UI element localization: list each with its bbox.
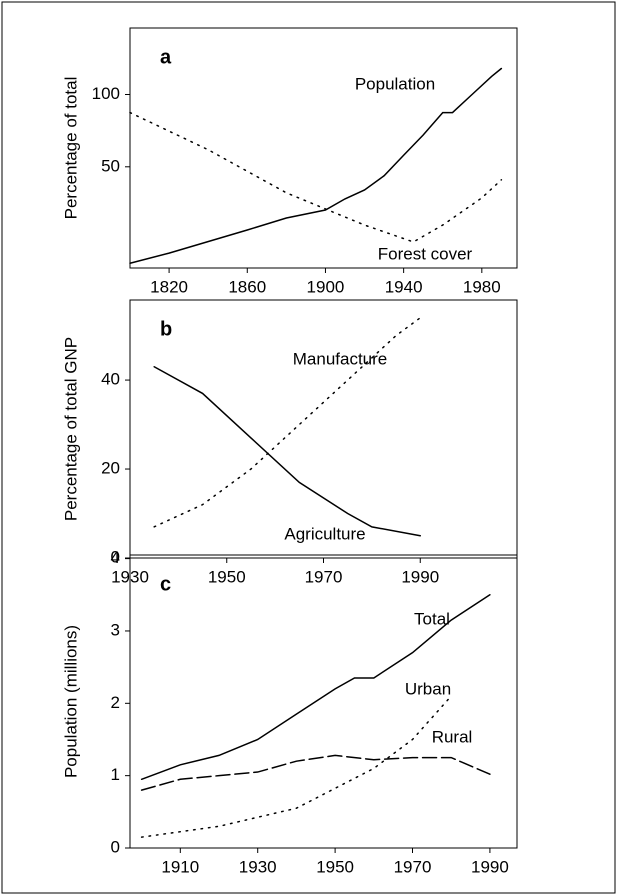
- y-axis-label: Population (millions): [61, 625, 80, 778]
- series-label: Population: [355, 74, 435, 93]
- series-label: Rural: [432, 727, 473, 746]
- x-tick-label: 1910: [161, 857, 199, 876]
- y-tick-label: 3: [111, 620, 120, 639]
- x-tick-label: 1950: [208, 567, 246, 586]
- y-tick-label: 100: [92, 84, 120, 103]
- y-tick-label: 2: [111, 693, 120, 712]
- panel-label: b: [160, 318, 172, 340]
- panel-label: c: [160, 573, 171, 595]
- series-label: Forest cover: [378, 244, 473, 263]
- series-line: [129, 111, 503, 243]
- x-tick-label: 1980: [463, 277, 501, 296]
- x-tick-label: 1860: [228, 277, 266, 296]
- series-label: Agriculture: [284, 524, 365, 543]
- x-tick-label: 1970: [305, 567, 343, 586]
- series-label: Urban: [405, 679, 451, 698]
- x-tick-label: 1900: [307, 277, 345, 296]
- y-tick-label: 20: [101, 459, 120, 478]
- x-tick-label: 1950: [316, 857, 354, 876]
- y-tick-label: 0: [111, 837, 120, 856]
- y-tick-label: 50: [101, 156, 120, 175]
- x-tick-label: 1930: [239, 857, 277, 876]
- y-tick-label: 0: [111, 547, 120, 566]
- x-tick-label: 1990: [471, 857, 509, 876]
- panel-label: a: [160, 46, 172, 68]
- series-label: Manufacture: [293, 349, 388, 368]
- series-line: [140, 754, 491, 791]
- x-tick-label: 1940: [385, 277, 423, 296]
- series-line: [140, 695, 452, 838]
- x-tick-label: 1820: [150, 277, 188, 296]
- y-axis-label: Percentage of total GNP: [61, 337, 80, 521]
- plot-frame: [129, 299, 518, 559]
- series-line: [129, 67, 503, 264]
- series-line: [140, 594, 491, 781]
- y-axis-label: Percentage of total: [61, 77, 80, 220]
- plot-frame: [129, 554, 518, 849]
- series-line: [153, 317, 421, 528]
- y-tick-label: 40: [101, 370, 120, 389]
- y-tick-label: 1: [111, 765, 120, 784]
- series-label: Total: [414, 609, 450, 628]
- plot-frame: [129, 27, 518, 269]
- series-line: [153, 365, 421, 537]
- x-tick-label: 1970: [394, 857, 432, 876]
- x-tick-label: 1990: [401, 567, 439, 586]
- y-tick-label: 4: [111, 548, 120, 567]
